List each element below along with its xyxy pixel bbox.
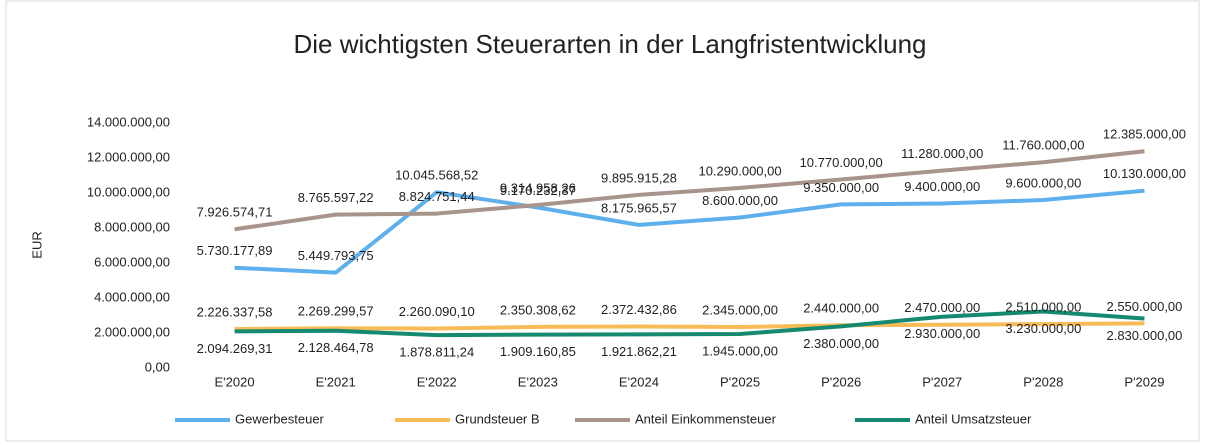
data-label: 10.130.000,00 xyxy=(1103,166,1186,181)
x-tick-label: E'2020 xyxy=(215,374,255,389)
data-label: 7.926.574,71 xyxy=(197,205,273,220)
x-tick-label: P'2027 xyxy=(922,374,962,389)
x-tick-label: E'2021 xyxy=(316,374,356,389)
series-line xyxy=(234,188,1145,275)
data-label: 9.314.958,26 xyxy=(500,180,576,195)
y-tick-label: 8.000.000,00 xyxy=(94,219,170,234)
data-label: 8.600.000,00 xyxy=(702,193,778,208)
y-tick-label: 14.000.000,00 xyxy=(87,114,170,129)
data-label: 9.895.915,28 xyxy=(601,170,677,185)
data-label: 5.730.177,89 xyxy=(197,243,273,258)
data-label: 11.760.000,00 xyxy=(1002,138,1084,153)
data-label: 2.226.337,58 xyxy=(197,304,273,319)
y-axis-label: EUR xyxy=(29,231,44,258)
data-label: 2.930.000,00 xyxy=(904,326,980,341)
data-label: 2.094.269,31 xyxy=(197,341,273,356)
data-label: 11.280.000,00 xyxy=(901,146,983,161)
legend-label: Anteil Einkommensteuer xyxy=(635,411,777,426)
x-tick-label: P'2028 xyxy=(1023,374,1063,389)
y-tick-label: 6.000.000,00 xyxy=(94,254,170,269)
series-line xyxy=(234,321,1145,332)
data-label: 10.045.568,52 xyxy=(395,168,478,183)
data-label: 2.128.464,78 xyxy=(298,340,374,355)
data-label: 12.385.000,00 xyxy=(1103,127,1186,142)
data-label: 8.175.965,57 xyxy=(601,200,677,215)
x-tick-label: P'2029 xyxy=(1124,374,1164,389)
data-label: 1.921.862,21 xyxy=(601,344,677,359)
data-label: 9.170.232,37 xyxy=(500,183,576,198)
x-tick-label: P'2025 xyxy=(720,374,760,389)
y-tick-label: 4.000.000,00 xyxy=(94,289,170,304)
data-label: 2.470.000,00 xyxy=(904,300,980,315)
data-label: 2.350.308,62 xyxy=(500,302,576,317)
data-label: 2.372.432,86 xyxy=(601,302,677,317)
chart-border xyxy=(5,0,1200,442)
chart-title: Die wichtigsten Steuerarten in der Langf… xyxy=(293,29,926,59)
data-label: 2.380.000,00 xyxy=(803,336,879,351)
data-label: 1.878.811,24 xyxy=(399,345,474,360)
data-label: 2.830.000,00 xyxy=(1106,328,1182,343)
data-label: 10.770.000,00 xyxy=(800,155,883,170)
x-tick-label: P'2026 xyxy=(821,374,861,389)
data-label: 5.449.793,75 xyxy=(298,248,374,263)
y-tick-label: 0,00 xyxy=(145,359,170,374)
series-line xyxy=(234,309,1145,338)
x-tick-label: E'2024 xyxy=(619,374,659,389)
y-tick-label: 12.000.000,00 xyxy=(87,149,170,164)
data-label: 1.909.160,85 xyxy=(500,344,576,359)
data-label: 3.230.000,00 xyxy=(1005,321,1081,336)
data-label: 2.345.000,00 xyxy=(702,302,778,317)
series-line xyxy=(234,149,1145,232)
y-tick-label: 10.000.000,00 xyxy=(87,184,170,199)
legend-label: Anteil Umsatzsteuer xyxy=(915,411,1032,426)
y-tick-label: 2.000.000,00 xyxy=(94,324,170,339)
data-label: 2.260.090,10 xyxy=(399,304,475,319)
data-label: 1.945.000,00 xyxy=(702,343,778,358)
x-tick-label: E'2023 xyxy=(518,374,558,389)
data-label: 9.400.000,00 xyxy=(904,179,980,194)
legend-label: Gewerbesteuer xyxy=(235,411,325,426)
data-label: 8.765.597,22 xyxy=(298,190,374,205)
data-label: 2.440.000,00 xyxy=(803,301,879,316)
legend-label: Grundsteuer B xyxy=(455,411,540,426)
data-label: 2.550.000,00 xyxy=(1106,299,1182,314)
data-label: 8.824.751,44 xyxy=(399,189,475,204)
data-label: 10.290.000,00 xyxy=(698,163,781,178)
data-label: 2.269.299,57 xyxy=(298,304,374,319)
data-label: 9.350.000,00 xyxy=(803,180,879,195)
x-tick-label: E'2022 xyxy=(417,374,457,389)
data-label: 9.600.000,00 xyxy=(1005,175,1081,190)
data-label: 2.510.000,00 xyxy=(1005,300,1081,315)
